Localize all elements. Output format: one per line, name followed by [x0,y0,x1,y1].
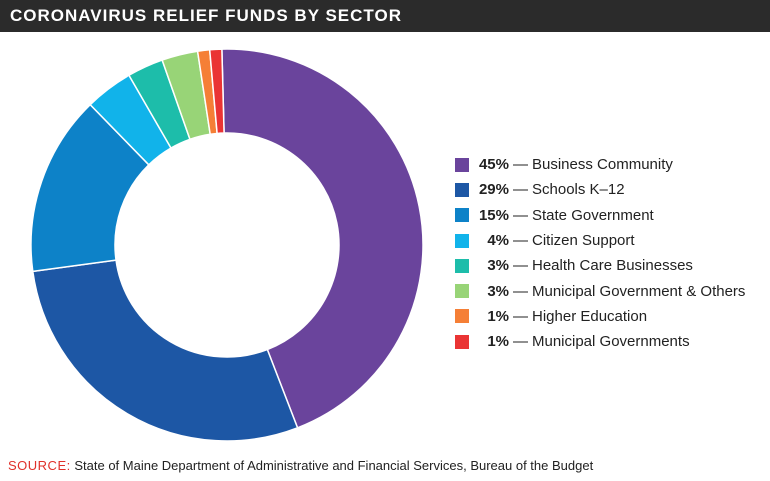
legend-item: 15% — State Government [455,203,745,228]
legend-separator: — [513,257,528,275]
legend-swatch [455,208,469,223]
legend-percent: 45% [478,156,509,174]
legend-item: 45% — Business Community [455,152,745,177]
legend-separator: — [513,232,528,250]
chart-legend: 45% — Business Community 29% — Schools K–12 15… [455,152,745,354]
legend-item: 1% — Municipal Governments [455,329,745,354]
slice-schools-k-12 [31,259,299,442]
legend-label: Schools K–12 [532,181,625,199]
legend-percent: 15% [478,206,509,224]
legend-separator: — [513,307,528,325]
legend-item: 29% — Schools K–12 [455,177,745,202]
source-text: State of Maine Department of Administrat… [74,458,594,473]
slice-business-community [221,48,424,429]
legend-label: Municipal Government & Others [532,282,746,300]
legend-swatch [455,284,469,299]
legend-separator: — [513,206,528,224]
legend-percent: 3% [487,257,509,275]
legend-separator: — [513,282,528,300]
legend-separator: — [513,181,528,199]
legend-swatch [455,233,469,248]
legend-item: 1% — Higher Education [455,304,745,329]
legend-label: Health Care Businesses [532,257,693,275]
legend-label: Business Community [532,156,673,174]
legend-label: Citizen Support [532,232,635,250]
legend-percent: 4% [487,232,509,250]
legend-swatch [455,157,469,172]
legend-label: Higher Education [532,307,648,325]
legend-swatch [455,182,469,197]
legend-percent: 3% [487,282,509,300]
source-label: SOURCE: [8,458,71,473]
legend-percent: 1% [487,333,509,351]
legend-percent: 1% [487,307,509,325]
slice-municipal-governments [208,48,225,135]
legend-item: 4% — Citizen Support [455,228,745,253]
legend-separator: — [513,333,528,351]
legend-label: Municipal Governments [532,333,690,351]
donut-chart [30,48,424,442]
legend-label: State Government [532,206,654,224]
title-bar: CORONAVIRUS RELIEF FUNDS BY SECTOR [0,0,770,32]
legend-swatch [455,309,469,324]
legend-item: 3% — Health Care Businesses [455,253,745,278]
legend-item: 3% — Municipal Government & Others [455,278,745,303]
source-note: SOURCE: State of Maine Department of Adm… [8,458,593,473]
chart-title: CORONAVIRUS RELIEF FUNDS BY SECTOR [10,6,402,25]
legend-swatch [455,334,469,349]
legend-swatch [455,258,469,273]
legend-percent: 29% [478,181,509,199]
legend-separator: — [513,156,528,174]
